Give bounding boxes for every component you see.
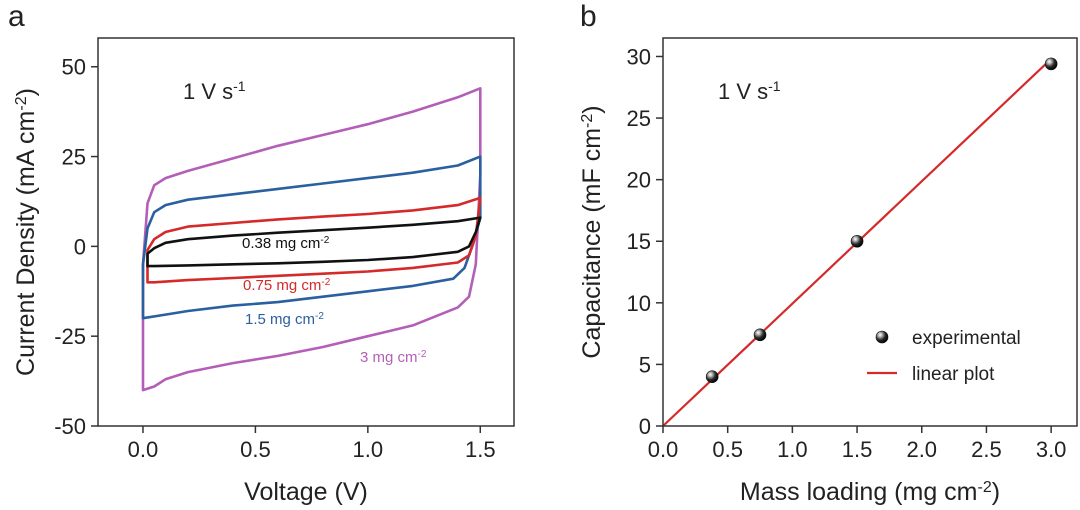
cv-curve-label-1: 1.5 mg cm-2 [245, 311, 324, 329]
cv-curve-2 [146, 196, 482, 284]
cv-y-axis-title: Current Density (mA cm-2) [12, 88, 40, 376]
cv-curve-label-3: 0.38 mg cm-2 [242, 235, 330, 253]
experimental-points [705, 57, 1058, 384]
panel-b: b 0.0 0.5 1.0 1.5 2.0 2.5 3.0 0 5 10 15 20 25 30 exp… [578, 0, 1078, 506]
cv-scan-rate-annotation: 1 V s-1 [183, 78, 246, 104]
panel-a: a 3 mg cm-2 1.5 mg cm-2 0.75 mg cm-2 0.38 m… [8, 0, 515, 506]
capacitance-y-tick-label: 5 [639, 352, 651, 377]
cv-plot-frame [97, 37, 515, 427]
cv-curves [141, 87, 482, 392]
cv-curve-labels: 3 mg cm-2 1.5 mg cm-2 0.75 mg cm-2 0.38 mg … [242, 235, 427, 367]
experimental-point [850, 234, 864, 248]
experimental-point [753, 328, 767, 342]
capacitance-x-tick-label: 0.5 [712, 437, 743, 462]
legend-linear-plot-label: linear plot [912, 364, 995, 385]
capacitance-scan-rate-annotation: 1 V s-1 [718, 78, 781, 104]
panel-a-letter: a [8, 0, 25, 33]
cv-curve-3 [146, 216, 482, 268]
cv-x-tick-label: 1.5 [465, 437, 496, 462]
capacitance-y-axis-title: Capacitance (mF cm-2) [578, 105, 606, 358]
cv-x-ticks: 0.0 0.5 1.0 1.5 [128, 426, 496, 462]
capacitance-y-tick-label: 30 [627, 44, 651, 69]
capacitance-y-tick-label: 25 [627, 106, 651, 131]
cv-y-ticks: 50 25 0 -25 -50 [54, 55, 98, 439]
capacitance-x-tick-label: 2.5 [971, 437, 1002, 462]
panel-b-letter: b [580, 0, 597, 33]
cv-curve-label-0: 3 mg cm-2 [360, 349, 427, 367]
legend: experimental linear plot [867, 328, 1021, 385]
capacitance-y-tick-label: 10 [627, 291, 651, 316]
capacitance-y-tick-label: 0 [639, 414, 651, 439]
cv-y-tick-label: -50 [54, 414, 86, 439]
cv-curve-label-2: 0.75 mg cm-2 [243, 277, 331, 295]
legend-experimental-marker [875, 330, 889, 344]
capacitance-x-tick-label: 0.0 [648, 437, 679, 462]
cv-x-axis-title: Voltage (V) [244, 478, 368, 506]
cv-x-tick-label: 0.0 [128, 437, 159, 462]
experimental-point [705, 370, 719, 384]
cv-axes-box [97, 37, 515, 427]
cv-y-tick-label: -25 [54, 324, 86, 349]
capacitance-x-axis-title: Mass loading (mg cm-2) [740, 478, 1000, 506]
experimental-point [1044, 57, 1058, 71]
capacitance-y-tick-label: 15 [627, 229, 651, 254]
capacitance-x-tick-label: 3.0 [1036, 437, 1067, 462]
cv-x-tick-label: 1.0 [353, 437, 384, 462]
cv-y-tick-label: 25 [62, 145, 86, 170]
cv-y-tick-label: 0 [74, 234, 86, 259]
capacitance-y-tick-label: 20 [627, 168, 651, 193]
capacitance-axes-box [662, 37, 1078, 427]
capacitance-x-tick-label: 2.0 [906, 437, 937, 462]
legend-experimental-label: experimental [912, 328, 1021, 349]
capacitance-x-tick-label: 1.5 [842, 437, 873, 462]
cv-x-tick-label: 0.5 [240, 437, 271, 462]
capacitance-x-tick-label: 1.0 [777, 437, 808, 462]
capacitance-x-ticks: 0.0 0.5 1.0 1.5 2.0 2.5 3.0 [648, 426, 1067, 462]
cv-y-tick-label: 50 [62, 55, 86, 80]
capacitance-y-ticks: 0 5 10 15 20 25 30 [627, 44, 663, 439]
capacitance-plot-frame [662, 37, 1078, 427]
